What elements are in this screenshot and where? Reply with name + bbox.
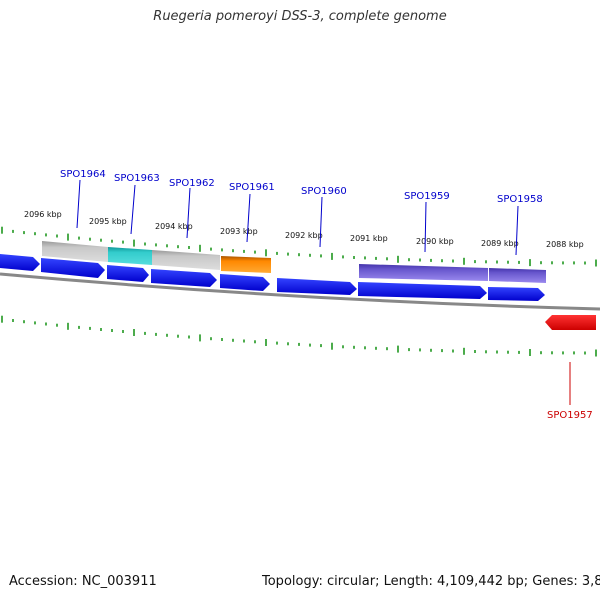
genome-summary-text: Topology: circular; Length: 4,109,442 bp… (262, 574, 600, 589)
feature-bar-orange[interactable] (221, 256, 271, 273)
genome-backbone (0, 272, 600, 311)
kbp-label: 2088 kbp (546, 240, 584, 249)
accession-text: Accession: NC_003911 (9, 574, 157, 589)
gene-label[interactable]: SPO1964 (60, 169, 106, 180)
map-title: Ruegeria pomeroyi DSS-3, complete genome (153, 9, 447, 24)
kbp-label: 2089 kbp (481, 239, 519, 248)
feature-bar-purple[interactable] (359, 264, 488, 281)
lower-tick-track (1, 315, 597, 357)
feature-bar-gray[interactable] (152, 250, 220, 270)
reverse-gene-track (545, 315, 596, 330)
gene-label[interactable]: SPO1958 (497, 194, 543, 205)
gene-arrow-forward[interactable] (107, 265, 149, 282)
gene-label[interactable]: SPO1963 (114, 173, 160, 184)
kbp-label: 2092 kbp (285, 231, 323, 240)
gene-arrow-forward[interactable] (41, 258, 105, 278)
feature-bar-cyan[interactable] (108, 247, 152, 265)
gene-arrow-forward[interactable] (220, 274, 270, 291)
gene-label[interactable]: SPO1962 (169, 178, 215, 189)
gene-arrow-forward[interactable] (0, 254, 40, 271)
kbp-label: 2091 kbp (350, 234, 388, 243)
feature-bar-gray[interactable] (42, 241, 108, 262)
kbp-label: 2094 kbp (155, 222, 193, 231)
gene-label[interactable]: SPO1957 (547, 410, 593, 421)
gene-arrow-forward[interactable] (358, 282, 487, 299)
gene-arrow-forward[interactable] (488, 287, 545, 301)
gene-label[interactable]: SPO1959 (404, 191, 450, 202)
gene-label[interactable]: SPO1960 (301, 186, 347, 197)
kbp-scale: 2096 kbp 2095 kbp 2094 kbp 2093 kbp 2092… (24, 210, 584, 249)
kbp-label: 2093 kbp (220, 227, 258, 236)
kbp-label: 2096 kbp (24, 210, 62, 219)
kbp-label: 2090 kbp (416, 237, 454, 246)
gene-labels: SPO1964 SPO1963 SPO1962 SPO1961 SPO1960 … (60, 169, 593, 421)
feature-bar-purple[interactable] (489, 268, 546, 283)
upper-tick-track (1, 226, 597, 267)
gene-label[interactable]: SPO1961 (229, 182, 275, 193)
forward-gene-track (0, 254, 545, 301)
gene-arrow-forward[interactable] (277, 278, 357, 295)
gene-leader-lines (76, 179, 571, 405)
feature-track (42, 241, 546, 283)
kbp-label: 2095 kbp (89, 217, 127, 226)
gene-arrow-forward[interactable] (151, 269, 217, 287)
gene-arrow-reverse[interactable] (545, 315, 596, 330)
